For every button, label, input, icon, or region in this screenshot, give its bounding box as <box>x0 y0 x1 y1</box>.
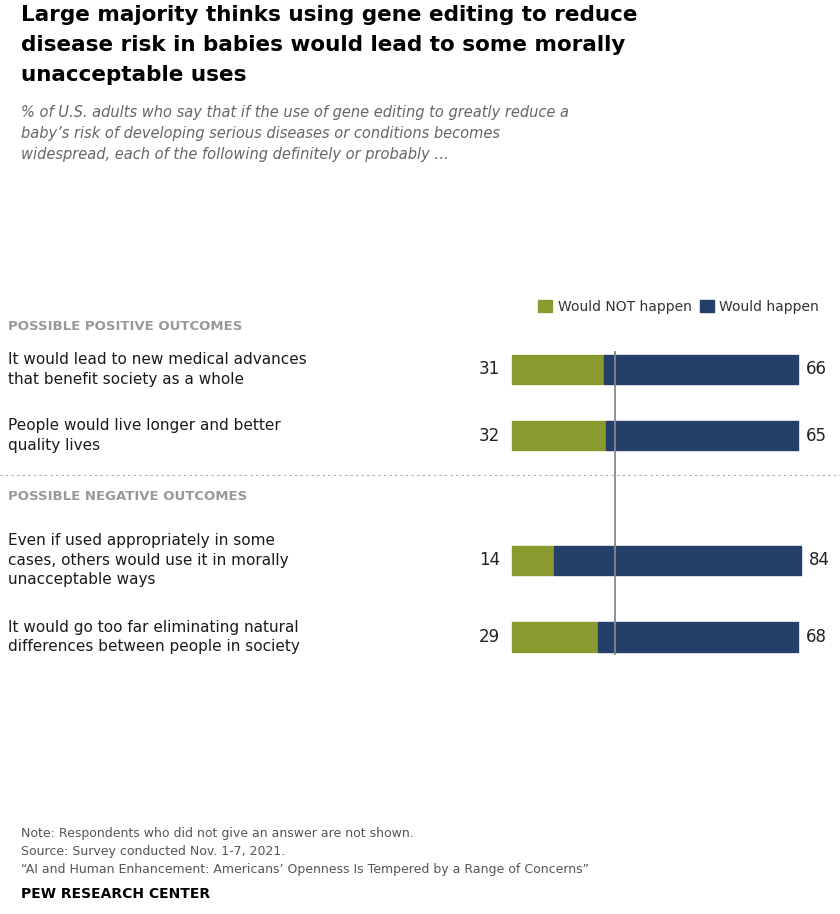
Text: It would go too far eliminating natural
differences between people in society: It would go too far eliminating natural … <box>8 620 300 654</box>
Text: Note: Respondents who did not give an answer are not shown.
Source: Survey condu: Note: Respondents who did not give an an… <box>21 827 589 877</box>
Text: POSSIBLE POSITIVE OUTCOMES: POSSIBLE POSITIVE OUTCOMES <box>8 321 243 334</box>
Text: People would live longer and better
quality lives: People would live longer and better qual… <box>8 419 281 453</box>
Bar <box>603 355 798 384</box>
Text: Even if used appropriately in some
cases, others would use it in morally
unaccep: Even if used appropriately in some cases… <box>8 533 289 588</box>
Bar <box>512 546 554 575</box>
Text: 68: 68 <box>806 628 827 646</box>
Bar <box>606 421 798 451</box>
Bar <box>512 421 606 451</box>
Bar <box>598 622 798 652</box>
Bar <box>512 355 603 384</box>
Text: POSSIBLE NEGATIVE OUTCOMES: POSSIBLE NEGATIVE OUTCOMES <box>8 490 248 503</box>
Text: 32: 32 <box>479 427 500 444</box>
Text: 29: 29 <box>479 628 500 646</box>
Text: 65: 65 <box>806 427 827 444</box>
Text: Large majority thinks using gene editing to reduce: Large majority thinks using gene editing… <box>21 5 638 25</box>
Bar <box>512 622 598 652</box>
Text: 14: 14 <box>479 551 500 569</box>
Text: 31: 31 <box>479 360 500 378</box>
Text: 66: 66 <box>806 360 827 378</box>
Text: PEW RESEARCH CENTER: PEW RESEARCH CENTER <box>21 887 210 900</box>
Legend: Would NOT happen, Would happen: Would NOT happen, Would happen <box>533 294 825 319</box>
Text: % of U.S. adults who say that if the use of gene editing to greatly reduce a
bab: % of U.S. adults who say that if the use… <box>21 105 569 162</box>
Bar <box>554 546 801 575</box>
Text: 84: 84 <box>809 551 830 569</box>
Text: disease risk in babies would lead to some morally: disease risk in babies would lead to som… <box>21 35 625 55</box>
Text: unacceptable uses: unacceptable uses <box>21 65 246 85</box>
Text: It would lead to new medical advances
that benefit society as a whole: It would lead to new medical advances th… <box>8 352 307 387</box>
